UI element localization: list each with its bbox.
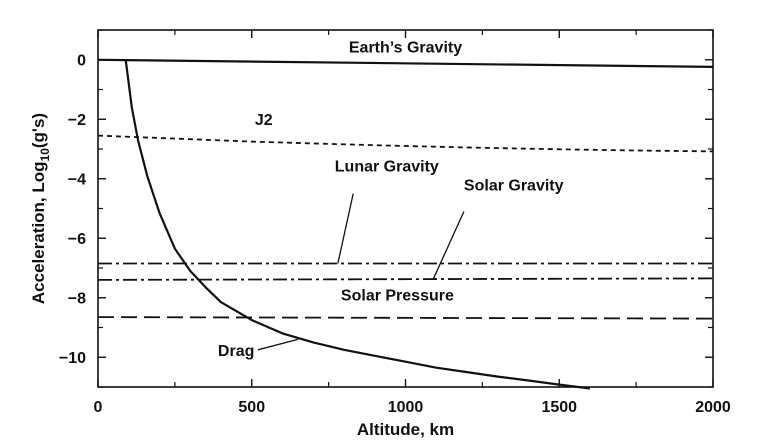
y-tick-label: −8 bbox=[68, 290, 86, 307]
plot-frame bbox=[97, 29, 714, 388]
annotations: Earth’s Gravity J2 Lunar Gravity Solar Grav… bbox=[218, 39, 564, 359]
axes bbox=[97, 29, 714, 388]
series-annotation: Lunar Gravity bbox=[335, 158, 439, 175]
series-lines bbox=[97, 58, 714, 390]
x-tick-label: 0 bbox=[94, 399, 103, 416]
x-axis-title: Altitude, km bbox=[357, 420, 454, 439]
y-tick-label: 0 bbox=[77, 52, 86, 69]
series-annotation: Solar Pressure bbox=[341, 288, 454, 305]
annotation-leader-lines bbox=[257, 193, 465, 351]
leader-line bbox=[432, 211, 465, 280]
y-tick-label: −6 bbox=[68, 231, 86, 248]
y-axis-title-main: Acceleration, Log bbox=[29, 161, 48, 304]
y-tick-label: −10 bbox=[59, 350, 86, 367]
series-annotation: Solar Gravity bbox=[464, 178, 564, 195]
tick-labels: 0 500 1000 1500 2000 0 −2 −4 −6 −8 −10 bbox=[59, 52, 731, 416]
series-line bbox=[97, 134, 714, 153]
x-tick-label: 500 bbox=[238, 399, 265, 416]
series-annotation: Drag bbox=[218, 343, 254, 360]
leader-line bbox=[337, 193, 354, 264]
y-tick-label: −4 bbox=[68, 171, 86, 188]
leader-line bbox=[257, 338, 299, 351]
x-tick-label: 2000 bbox=[695, 399, 731, 416]
series-line bbox=[124, 59, 591, 390]
y-axis-title-subscript: 10 bbox=[38, 148, 52, 162]
series-line bbox=[97, 316, 714, 320]
x-tick-label: 1500 bbox=[541, 399, 577, 416]
series-annotation: J2 bbox=[255, 112, 273, 129]
y-axis-title: Acceleration, Log10(g's) bbox=[29, 113, 52, 304]
series-annotation: Earth’s Gravity bbox=[349, 39, 462, 56]
y-axis-title-tail: (g's) bbox=[29, 113, 48, 148]
y-tick-label: −2 bbox=[68, 112, 86, 129]
series-line bbox=[97, 58, 714, 68]
series-line bbox=[97, 277, 714, 281]
x-tick-label: 1000 bbox=[388, 399, 424, 416]
